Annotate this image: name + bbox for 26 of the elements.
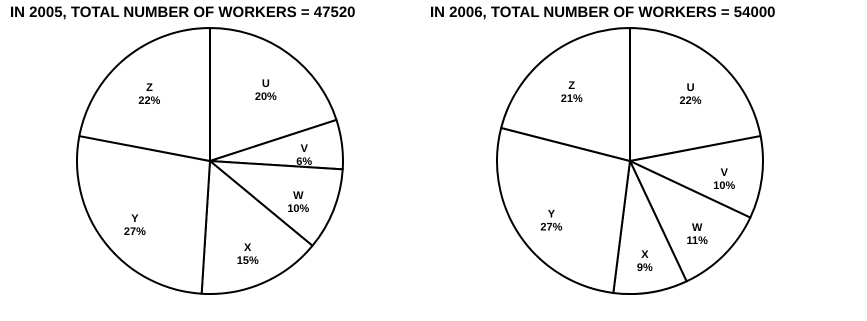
data-label: 6% — [296, 156, 312, 168]
slice-label: U — [262, 78, 270, 90]
data-label: 27% — [124, 226, 146, 238]
slice-label: X — [641, 248, 650, 261]
slice-label: V — [720, 166, 729, 179]
data-label: 9% — [636, 262, 654, 274]
chart-title: IN 2006, TOTAL NUMBER OF WORKERS = 54000 — [430, 4, 776, 21]
slice-label: Z — [568, 80, 576, 92]
data-label: 15% — [236, 255, 259, 268]
slice-label: W — [293, 190, 304, 202]
slice-label: X — [244, 242, 252, 254]
data-label: 22% — [138, 94, 161, 107]
slice-label: W — [692, 222, 703, 234]
slice-label: Y — [548, 208, 556, 220]
data-label: 27% — [540, 221, 563, 234]
slice-label: U — [686, 82, 695, 94]
data-label: 10% — [713, 180, 736, 192]
data-label: 20% — [254, 91, 278, 104]
data-label: 22% — [680, 94, 702, 107]
data-label: 11% — [686, 235, 708, 248]
slice-label: V — [300, 143, 309, 156]
slice-label: Y — [131, 213, 140, 226]
chart-title: IN 2005, TOTAL NUMBER OF WORKERS = 47520 — [10, 4, 356, 21]
data-label: 10% — [287, 202, 310, 215]
slice-label: Z — [146, 82, 154, 94]
data-label: 21% — [560, 92, 583, 105]
